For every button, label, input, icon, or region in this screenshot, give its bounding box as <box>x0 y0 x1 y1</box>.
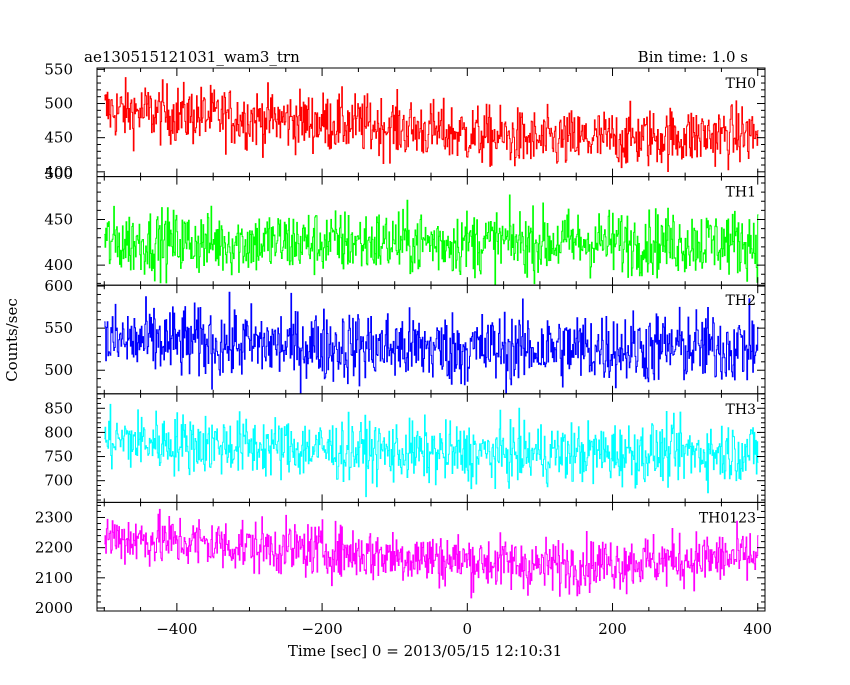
y-tick-label: 550 <box>44 60 73 78</box>
x-tick-label: 200 <box>598 620 627 638</box>
y-tick-label: 400 <box>44 256 73 274</box>
series-th3-line <box>104 403 759 498</box>
y-tick-label: 2200 <box>35 539 73 557</box>
series-th0123-line <box>104 508 759 599</box>
panel-th1: 400 450 500 TH1 <box>44 165 766 286</box>
x-tick-label: −200 <box>301 620 342 638</box>
panel-frame <box>96 176 766 286</box>
x-tick-label: 0 <box>463 620 473 638</box>
y-tick-label: 450 <box>44 210 73 228</box>
y-tick-label: 800 <box>44 423 73 441</box>
y-tick-label: 2000 <box>35 599 73 617</box>
y-tick-label: 450 <box>44 129 73 147</box>
y-tick-label: 500 <box>44 165 73 183</box>
y-tick-label: 2300 <box>35 508 73 526</box>
x-tick-label: 400 <box>743 620 772 638</box>
y-tick-label: 400 <box>44 163 73 181</box>
panel-th0123: 2000 2100 2200 2300 TH0123 <box>35 501 766 617</box>
panel-label-th1: TH1 <box>726 185 756 201</box>
series-th2-line <box>104 291 759 394</box>
y-tick-label: 2100 <box>35 569 73 587</box>
panel-label-th0: TH0 <box>726 76 756 92</box>
chart-title: ae130515121031_wam3_trn <box>84 48 300 66</box>
y-axis-label: Counts/sec <box>3 298 21 382</box>
series-th0-line <box>104 77 759 172</box>
panel-label-th0123: TH0123 <box>699 510 756 526</box>
y-tick-label: 500 <box>44 95 73 113</box>
y-tick-label: 700 <box>44 472 73 490</box>
panel-th3: 700 750 800 850 TH3 <box>44 393 766 503</box>
panel-label-th2: TH2 <box>726 293 756 309</box>
y-tick-label: 600 <box>44 277 73 295</box>
x-axis-label: Time [sec] 0 = 2013/05/15 12:10:31 <box>288 642 562 660</box>
x-axis: −400 −200 0 200 400 <box>156 620 772 638</box>
series-th1-line <box>104 194 759 286</box>
panel-th2: 500 550 600 TH2 <box>44 277 766 395</box>
panels-group: 400 450 500 550 TH0 400 450 500 TH1 500 550 600 TH2 7… <box>35 60 766 617</box>
panel-th0: 400 450 500 550 TH0 <box>44 60 766 181</box>
y-tick-label: 850 <box>44 399 73 417</box>
y-tick-label: 550 <box>44 319 73 337</box>
bin-time-label: Bin time: 1.0 s <box>638 48 748 66</box>
panel-label-th3: TH3 <box>726 402 756 418</box>
y-tick-label: 500 <box>44 361 73 379</box>
y-tick-label: 750 <box>44 448 73 466</box>
x-tick-label: −400 <box>156 620 197 638</box>
